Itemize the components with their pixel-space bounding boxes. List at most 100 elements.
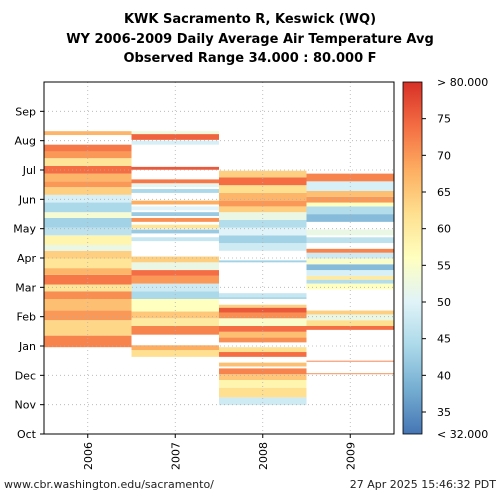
chart-title-line1: KWK Sacramento R, Keswick (WQ) xyxy=(123,12,377,27)
y-tick-label-jun: Jun xyxy=(18,193,36,206)
heatmap-cell-2008 xyxy=(219,347,307,353)
chart-title-line3: Observed Range 34.000 : 80.000 F xyxy=(123,51,377,66)
heatmap-cell-2008 xyxy=(219,379,307,388)
heatmap-cell-2008 xyxy=(219,219,307,228)
heatmap-cell-2008 xyxy=(219,368,307,375)
heatmap-cell-2008 xyxy=(219,325,307,332)
heatmap-cell-2007 xyxy=(131,298,219,312)
y-tick-label-dec: Dec xyxy=(15,369,36,382)
heatmap-cell-2006 xyxy=(44,235,132,245)
heatmap-cell-2009 xyxy=(306,360,394,362)
heatmap-cell-2007 xyxy=(131,350,219,357)
heatmap-cell-2007 xyxy=(131,256,219,263)
heatmap-cell-2009 xyxy=(306,202,394,207)
y-tick-label-feb: Feb xyxy=(17,311,36,324)
heatmap-cell-2008 xyxy=(219,362,307,367)
heatmap-cell-2007 xyxy=(131,206,219,211)
heatmap-cell-2006 xyxy=(44,274,132,285)
heatmap-cell-2009 xyxy=(306,310,394,315)
heatmap-cell-2006 xyxy=(44,173,132,182)
colorbar-tick-label: 50 xyxy=(437,296,451,309)
footer-url: www.cbr.washington.edu/sacramento/ xyxy=(4,478,214,491)
heatmap-cell-2008 xyxy=(219,374,307,380)
heatmap-cell-2009 xyxy=(306,373,394,375)
heatmap-cell-2009 xyxy=(306,325,394,330)
heatmap-cell-2007 xyxy=(131,237,219,242)
heatmap-cell-2007 xyxy=(131,166,219,170)
colorbar-tick-label: 40 xyxy=(437,369,451,382)
heatmap-cell-2009 xyxy=(306,258,394,265)
colorbar-tick-label: 55 xyxy=(437,259,451,272)
heatmap-cell-2009 xyxy=(306,270,394,276)
heatmap-cell-2006 xyxy=(44,291,132,299)
heatmap-cell-2006 xyxy=(44,181,132,188)
heatmap-cells xyxy=(44,131,394,406)
heatmap-cell-2007 xyxy=(131,131,219,135)
colorbar: 35 40 45 50 55 60 65 70 75 > 80.000 < 32.000 xyxy=(402,76,488,441)
heatmap-cell-2009 xyxy=(306,190,394,197)
heatmap-cell-2008 xyxy=(219,227,307,236)
y-tick-label-aug: Aug xyxy=(15,135,36,148)
y-tick-label-nov: Nov xyxy=(15,399,37,412)
colorbar-bottom-label: < 32.000 xyxy=(437,428,488,441)
heatmap-cell-2009 xyxy=(306,252,394,259)
y-axis: Oct Nov Dec Jan Feb Mar Apr May Jun Jul Aug Sep xyxy=(13,105,44,441)
heatmap-cell-2006 xyxy=(44,227,132,236)
heatmap-cell-2006 xyxy=(44,244,132,251)
x-tick-label-2006: 2006 xyxy=(82,442,95,470)
heatmap-cell-2008 xyxy=(219,235,307,244)
colorbar-scale xyxy=(402,81,423,435)
colorbar-tick-label: 75 xyxy=(437,113,451,126)
heatmap-cell-2007 xyxy=(131,134,219,140)
heatmap-cell-2006 xyxy=(44,212,132,218)
heatmap-cell-2009 xyxy=(306,196,394,203)
x-tick-label-2008: 2008 xyxy=(257,442,270,470)
heatmap-cell-2009 xyxy=(306,314,394,321)
heatmap-cell-2007 xyxy=(131,283,219,292)
heatmap-cell-2008 xyxy=(219,212,307,220)
heatmap-cell-2008 xyxy=(219,397,307,406)
colorbar-tick-label: 70 xyxy=(437,149,451,162)
footer-timestamp: 27 Apr 2025 15:46:32 PDT xyxy=(349,478,496,491)
grid-lines xyxy=(44,82,394,434)
heatmap-cell-2006 xyxy=(44,335,132,348)
heatmap-cell-2006 xyxy=(44,310,132,321)
heatmap-cell-2006 xyxy=(44,202,132,213)
colorbar-top-label: > 80.000 xyxy=(437,76,488,89)
chart-title-line2: WY 2006-2009 Daily Average Air Temperatu… xyxy=(66,32,434,47)
heatmap-cell-2009 xyxy=(306,229,394,236)
y-tick-label-oct: Oct xyxy=(17,428,37,441)
heatmap-cell-2006 xyxy=(44,320,132,336)
heatmap-cell-2007 xyxy=(131,179,219,184)
heatmap-cell-2009 xyxy=(306,264,394,271)
y-tick-label-sep: Sep xyxy=(15,105,36,118)
heatmap-cell-2009 xyxy=(306,275,394,280)
x-tick-label-2009: 2009 xyxy=(344,442,357,470)
heatmap-cell-2006 xyxy=(44,258,132,269)
colorbar-tick-label: 35 xyxy=(437,406,451,419)
y-tick-label-apr: Apr xyxy=(17,252,37,265)
heatmap-cell-2007 xyxy=(131,229,219,234)
colorbar-tick-label: 45 xyxy=(437,333,451,346)
heatmap-cell-2006 xyxy=(44,165,132,174)
heatmap-cell-2009 xyxy=(306,320,394,326)
heatmap-cell-2008 xyxy=(219,293,307,298)
heatmap-cell-2006 xyxy=(44,144,132,152)
y-tick-label-jul: Jul xyxy=(22,164,36,177)
heatmap-cell-2007 xyxy=(131,275,219,284)
heatmap-cell-2009 xyxy=(306,237,394,244)
heatmap-cell-2008 xyxy=(219,192,307,201)
heatmap-cell-2008 xyxy=(219,312,307,319)
heatmap-cell-2006 xyxy=(44,268,132,275)
colorbar-tick-label: 60 xyxy=(437,223,451,236)
heatmap-cell-2006 xyxy=(44,284,132,292)
heatmap-cell-2008 xyxy=(219,260,307,263)
heatmap-cell-2007 xyxy=(131,291,219,299)
heatmap-cell-2008 xyxy=(219,200,307,207)
heatmap-cell-2007 xyxy=(131,345,219,351)
heatmap-cell-2009 xyxy=(306,214,394,222)
heatmap-cell-2007 xyxy=(131,217,219,222)
colorbar-tick-label: 65 xyxy=(437,186,451,199)
heatmap-cell-2008 xyxy=(219,185,307,193)
